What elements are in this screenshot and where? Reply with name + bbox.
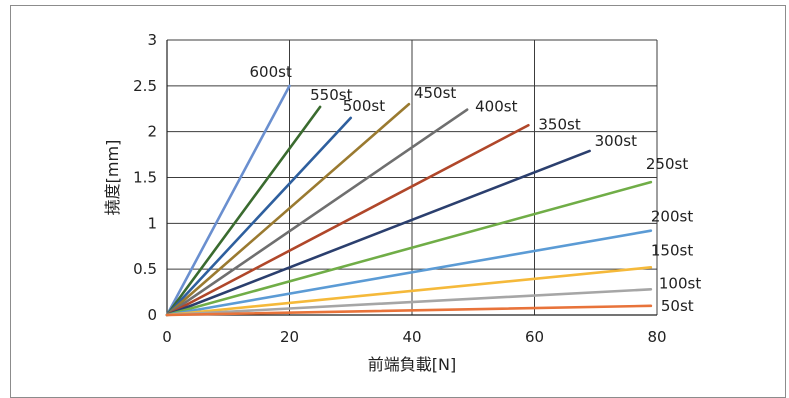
x-tick-label: 40 (402, 328, 421, 346)
y-tick-label: 2 (147, 123, 157, 141)
series-label-200st: 200st (651, 208, 693, 226)
series-label-600st: 600st (250, 63, 292, 81)
y-tick-label: 1 (147, 214, 157, 232)
series-line-600st (165, 84, 291, 317)
series-label-300st: 300st (595, 132, 637, 150)
x-tick-label: 0 (162, 328, 172, 346)
series-label-100st: 100st (659, 274, 701, 292)
series-line-150st (165, 266, 653, 317)
series-label-250st: 250st (646, 155, 688, 173)
series-line-200st (165, 229, 653, 317)
y-tick-label: 0 (147, 306, 157, 324)
series-label-500st: 500st (343, 97, 385, 115)
y-tick-label: 2.5 (133, 77, 157, 95)
y-tick-label: 3 (147, 31, 157, 49)
x-axis-label: 前端負載[N] (368, 355, 456, 374)
series-line-350st (165, 123, 530, 317)
series-label-50st: 50st (661, 297, 694, 315)
series-label-150st: 150st (651, 241, 693, 259)
series-line-450st (165, 102, 411, 317)
x-tick-label: 60 (525, 328, 544, 346)
grid-layer: 0 0.5 1 1.5 2 2.5 3 0 20 40 60 80 (133, 31, 666, 346)
series-label-550st: 550st (310, 86, 352, 104)
series-line-300st (165, 149, 591, 317)
series-line-400st (165, 108, 469, 317)
y-axis-label: 撓度[mm] (103, 140, 122, 216)
x-tick-label: 20 (280, 328, 299, 346)
series-line-250st (165, 180, 653, 317)
series-label-350st: 350st (538, 115, 580, 133)
series-line-550st (165, 105, 322, 317)
series-layer (165, 84, 653, 317)
y-tick-label: 0.5 (133, 260, 157, 278)
series-line-500st (165, 116, 353, 317)
y-tick-label: 1.5 (133, 169, 157, 187)
series-label-400st: 400st (475, 98, 517, 116)
x-tick-label: 80 (647, 328, 666, 346)
series-label-450st: 450st (414, 84, 456, 102)
series-line-50st (165, 304, 653, 317)
series-line-100st (165, 288, 653, 317)
